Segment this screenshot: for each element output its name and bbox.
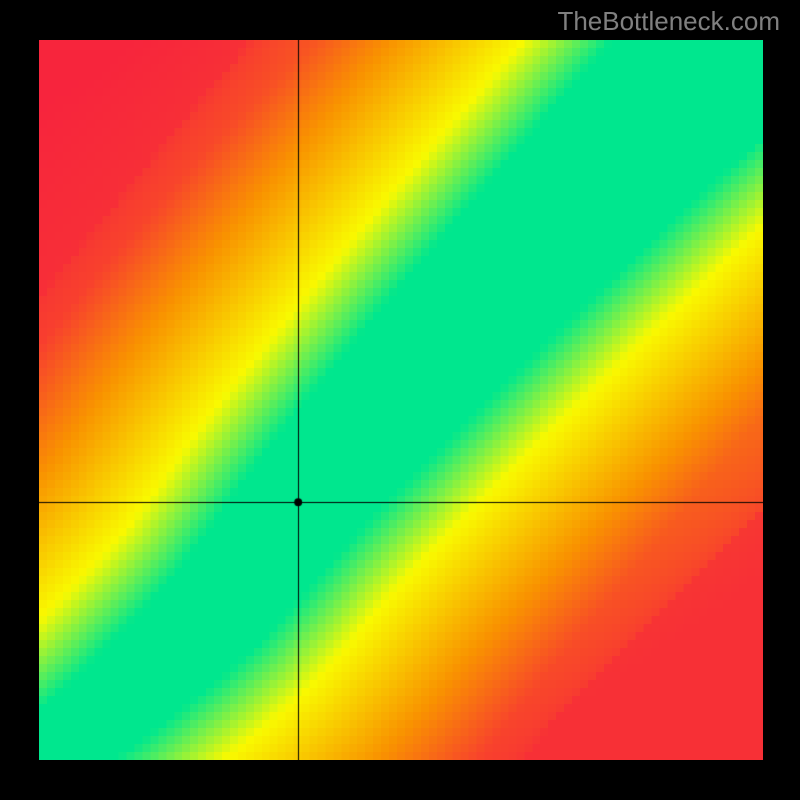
crosshair-overlay [39,40,763,760]
attribution-text: TheBottleneck.com [557,6,780,37]
bottleneck-chart-container: TheBottleneck.com [0,0,800,800]
